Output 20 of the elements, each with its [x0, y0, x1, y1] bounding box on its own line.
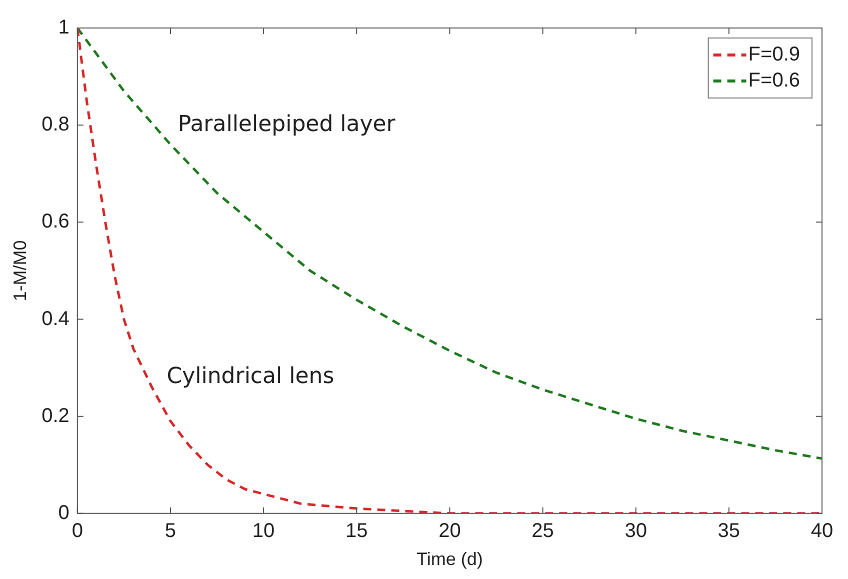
x-tick-label: 5 [164, 520, 176, 542]
x-tick-label: 20 [438, 520, 461, 542]
x-tick-label: 40 [810, 520, 834, 542]
annotation: Parallelepiped layer [178, 112, 396, 137]
x-axis-title: Time (d) [416, 549, 483, 570]
x-tick-label: 10 [252, 520, 275, 542]
x-tick-label: 35 [718, 520, 740, 542]
y-tick-label: 0 [58, 502, 70, 524]
y-tick-label: 0.2 [42, 404, 70, 427]
y-axis-title: 1-M/M0 [10, 240, 30, 302]
x-tick-label: 15 [346, 520, 368, 542]
annotation: Cylindrical lens [166, 364, 334, 390]
y-tick-label: 1 [58, 16, 70, 39]
y-tick-label: 0.8 [42, 114, 70, 136]
legend-label: F=0.6 [748, 70, 800, 92]
x-tick-label: 25 [532, 520, 554, 542]
legend-label: F=0.9 [748, 44, 800, 66]
y-tick-label: 0.4 [42, 308, 70, 330]
x-tick-label: 30 [624, 520, 647, 542]
y-tick-label: 0.6 [42, 210, 70, 233]
